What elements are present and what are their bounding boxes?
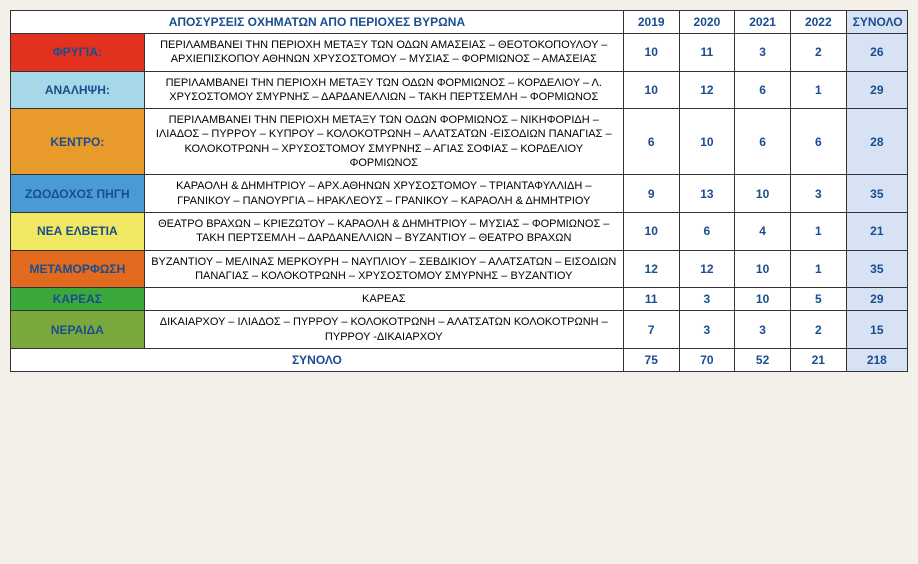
data-cell: 4 [735, 212, 791, 250]
table-row: ΑΝΑΛΗΨΗ:ΠΕΡΙΛΑΜΒΑΝΕΙ ΤΗΝ ΠΕΡΙΟΧΗ ΜΕΤΑΞΥ … [11, 71, 908, 109]
data-cell: 6 [735, 109, 791, 175]
vehicle-table: ΑΠΟΣΥΡΣΕΙΣ ΟΧΗΜΑΤΩΝ ΑΠΟ ΠΕΡΙΟΧΕΣ ΒΥΡΩΝΑ … [10, 10, 908, 372]
total-2020: 70 [679, 349, 735, 372]
total-2019: 75 [623, 349, 679, 372]
table-row: ΝΕΑ ΕΛΒΕΤΙΑΘΕΑΤΡΟ ΒΡΑΧΩΝ – ΚΡΙΕΖΩΤΟΥ – Κ… [11, 212, 908, 250]
region-description: ΘΕΑΤΡΟ ΒΡΑΧΩΝ – ΚΡΙΕΖΩΤΟΥ – ΚΑΡΑΟΛΗ & ΔΗ… [144, 212, 623, 250]
data-cell: 11 [623, 288, 679, 311]
total-2021: 52 [735, 349, 791, 372]
total-row: ΣΥΝΟΛΟ 75 70 52 21 218 [11, 349, 908, 372]
data-cell: 3 [679, 288, 735, 311]
row-total: 28 [846, 109, 907, 175]
row-total: 35 [846, 250, 907, 288]
data-cell: 7 [623, 311, 679, 349]
region-label: ΜΕΤΑΜΟΡΦΩΣΗ [11, 250, 145, 288]
region-description: ΠΕΡΙΛΑΜΒΑΝΕΙ ΤΗΝ ΠΕΡΙΟΧΗ ΜΕΤΑΞΥ ΤΩΝ ΟΔΩΝ… [144, 71, 623, 109]
table-row: ΚΑΡΕΑΣΚΑΡΕΑΣ11310529 [11, 288, 908, 311]
data-cell: 10 [623, 71, 679, 109]
region-description: ΠΕΡΙΛΑΜΒΑΝΕΙ ΤΗΝ ΠΕΡΙΟΧΗ ΜΕΤΑΞΥ ΤΩΝ ΟΔΩΝ… [144, 109, 623, 175]
region-label: ΝΕΡΑΙΔΑ [11, 311, 145, 349]
data-cell: 6 [735, 71, 791, 109]
data-cell: 6 [790, 109, 846, 175]
region-label: ΖΩΟΔΟΧΟΣ ΠΗΓΗ [11, 175, 145, 213]
region-description: ΔΙΚΑΙΑΡΧΟΥ – ΙΛΙΑΔΟΣ – ΠΥΡΡΟΥ – ΚΟΛΟΚΟΤΡ… [144, 311, 623, 349]
region-label: ΝΕΑ ΕΛΒΕΤΙΑ [11, 212, 145, 250]
data-cell: 10 [679, 109, 735, 175]
data-cell: 3 [735, 311, 791, 349]
row-total: 21 [846, 212, 907, 250]
region-label: ΚΑΡΕΑΣ [11, 288, 145, 311]
data-cell: 11 [679, 34, 735, 72]
row-total: 26 [846, 34, 907, 72]
total-row-label: ΣΥΝΟΛΟ [11, 349, 624, 372]
data-cell: 3 [679, 311, 735, 349]
data-cell: 10 [735, 175, 791, 213]
row-total: 29 [846, 71, 907, 109]
table-row: ΝΕΡΑΙΔΑΔΙΚΑΙΑΡΧΟΥ – ΙΛΙΑΔΟΣ – ΠΥΡΡΟΥ – Κ… [11, 311, 908, 349]
data-cell: 10 [735, 288, 791, 311]
total-header: ΣΥΝΟΛΟ [846, 11, 907, 34]
year-2021: 2021 [735, 11, 791, 34]
year-2022: 2022 [790, 11, 846, 34]
region-label: ΑΝΑΛΗΨΗ: [11, 71, 145, 109]
data-cell: 9 [623, 175, 679, 213]
data-cell: 12 [623, 250, 679, 288]
region-description: ΚΑΡΑΟΛΗ & ΔΗΜΗΤΡΙΟΥ – ΑΡΧ.ΑΘΗΝΩΝ ΧΡΥΣΟΣΤ… [144, 175, 623, 213]
row-total: 15 [846, 311, 907, 349]
data-cell: 12 [679, 71, 735, 109]
region-label: ΚΕΝΤΡΟ: [11, 109, 145, 175]
data-cell: 10 [735, 250, 791, 288]
region-label: ΦΡΥΓΙΑ: [11, 34, 145, 72]
data-cell: 13 [679, 175, 735, 213]
year-2020: 2020 [679, 11, 735, 34]
data-cell: 1 [790, 250, 846, 288]
data-cell: 1 [790, 71, 846, 109]
year-2019: 2019 [623, 11, 679, 34]
data-cell: 6 [679, 212, 735, 250]
data-cell: 2 [790, 311, 846, 349]
data-cell: 6 [623, 109, 679, 175]
table-row: ΦΡΥΓΙΑ:ΠΕΡΙΛΑΜΒΑΝΕΙ ΤΗΝ ΠΕΡΙΟΧΗ ΜΕΤΑΞΥ Τ… [11, 34, 908, 72]
data-cell: 12 [679, 250, 735, 288]
table-row: ΜΕΤΑΜΟΡΦΩΣΗΒΥΖΑΝΤΙΟΥ – ΜΕΛΙΝΑΣ ΜΕΡΚΟΥΡΗ … [11, 250, 908, 288]
table-row: ΖΩΟΔΟΧΟΣ ΠΗΓΗΚΑΡΑΟΛΗ & ΔΗΜΗΤΡΙΟΥ – ΑΡΧ.Α… [11, 175, 908, 213]
total-2022: 21 [790, 349, 846, 372]
region-description: ΠΕΡΙΛΑΜΒΑΝΕΙ ΤΗΝ ΠΕΡΙΟΧΗ ΜΕΤΑΞΥ ΤΩΝ ΟΔΩΝ… [144, 34, 623, 72]
row-total: 29 [846, 288, 907, 311]
table-title: ΑΠΟΣΥΡΣΕΙΣ ΟΧΗΜΑΤΩΝ ΑΠΟ ΠΕΡΙΟΧΕΣ ΒΥΡΩΝΑ [11, 11, 624, 34]
region-description: ΒΥΖΑΝΤΙΟΥ – ΜΕΛΙΝΑΣ ΜΕΡΚΟΥΡΗ – ΝΑΥΠΛΙΟΥ … [144, 250, 623, 288]
data-cell: 2 [790, 34, 846, 72]
region-description: ΚΑΡΕΑΣ [144, 288, 623, 311]
data-cell: 3 [790, 175, 846, 213]
data-cell: 5 [790, 288, 846, 311]
data-cell: 1 [790, 212, 846, 250]
grand-total: 218 [846, 349, 907, 372]
data-cell: 3 [735, 34, 791, 72]
data-cell: 10 [623, 34, 679, 72]
table-body: ΦΡΥΓΙΑ:ΠΕΡΙΛΑΜΒΑΝΕΙ ΤΗΝ ΠΕΡΙΟΧΗ ΜΕΤΑΞΥ Τ… [11, 34, 908, 349]
header-row: ΑΠΟΣΥΡΣΕΙΣ ΟΧΗΜΑΤΩΝ ΑΠΟ ΠΕΡΙΟΧΕΣ ΒΥΡΩΝΑ … [11, 11, 908, 34]
row-total: 35 [846, 175, 907, 213]
data-cell: 10 [623, 212, 679, 250]
table-row: ΚΕΝΤΡΟ:ΠΕΡΙΛΑΜΒΑΝΕΙ ΤΗΝ ΠΕΡΙΟΧΗ ΜΕΤΑΞΥ Τ… [11, 109, 908, 175]
